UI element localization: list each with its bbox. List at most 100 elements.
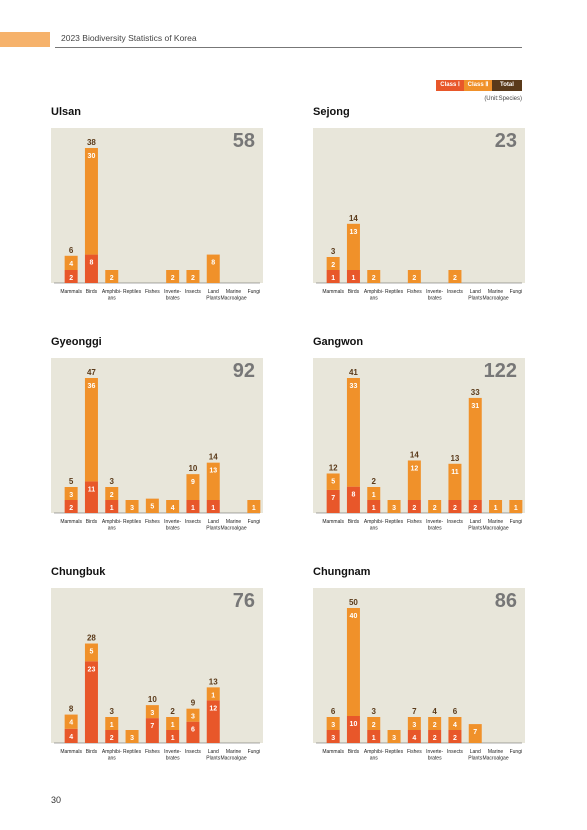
chart-chungnam: Chungnam 86 3 3 6 Mammals 10 40 50 Birds 1 2 3 Amph… bbox=[313, 566, 525, 786]
category-label: Inverte- bbox=[426, 749, 443, 755]
bar-class2 bbox=[186, 474, 200, 500]
bar-class2-label: 2 bbox=[110, 275, 114, 282]
bar-class2 bbox=[84, 378, 98, 482]
bar-total-label: 4 bbox=[432, 707, 437, 716]
category-label: Amphibi- bbox=[364, 749, 384, 755]
bar-class2 bbox=[448, 463, 462, 500]
category-label: brates bbox=[166, 296, 180, 302]
bar-class1 bbox=[468, 500, 482, 513]
bar-class1 bbox=[346, 486, 360, 513]
bar-class2 bbox=[346, 378, 360, 487]
bar-total-label: 3 bbox=[372, 707, 377, 716]
category-label: ans bbox=[370, 756, 379, 762]
category-label: Amphibi- bbox=[364, 519, 384, 525]
category-label: ans bbox=[108, 526, 117, 532]
bar-class2 bbox=[125, 730, 139, 743]
bar-class2-label: 30 bbox=[88, 153, 96, 160]
bar-total-label: 6 bbox=[69, 246, 74, 255]
bar-class1 bbox=[64, 500, 78, 513]
bar-class1-label: 2 bbox=[453, 735, 457, 742]
category-label: Insects bbox=[185, 749, 201, 755]
bar-class2-label: 2 bbox=[433, 722, 437, 729]
bar-class2-label: 1 bbox=[372, 492, 376, 499]
category-label: Reptiles bbox=[123, 289, 142, 295]
category-label: Plants bbox=[468, 756, 482, 762]
region-total: 86 bbox=[494, 590, 517, 612]
bar-class1 bbox=[145, 718, 159, 743]
bar-class2 bbox=[346, 223, 360, 270]
bar-class1-label: 7 bbox=[150, 723, 154, 730]
bar-class2 bbox=[84, 643, 98, 662]
bar-class2-label: 2 bbox=[372, 275, 376, 282]
region-total: 58 bbox=[232, 130, 255, 152]
category-label: Macroalgae bbox=[220, 756, 246, 762]
bar-class1-label: 1 bbox=[171, 735, 175, 742]
bar-total-label: 6 bbox=[331, 707, 336, 716]
category-label: Insects bbox=[447, 749, 463, 755]
bar-class2 bbox=[407, 460, 421, 500]
bar-total-label: 10 bbox=[188, 464, 197, 473]
legend: Class Ⅰ Class Ⅱ Total bbox=[436, 80, 522, 91]
category-label: Mammals bbox=[322, 289, 344, 295]
bar-class2-label: 8 bbox=[211, 260, 215, 267]
category-label: Fungi bbox=[510, 749, 523, 755]
legend-total: Total bbox=[492, 80, 522, 91]
category-label: Marine bbox=[226, 749, 242, 755]
bar-class2-label: 31 bbox=[471, 403, 479, 410]
bar-chart: 448Mammals23528Birds213Amphibi-ans3Repti… bbox=[54, 634, 260, 762]
bar-class2 bbox=[407, 717, 421, 730]
bar-class2 bbox=[145, 705, 159, 719]
category-label: Marine bbox=[488, 519, 504, 525]
bar-total-label: 47 bbox=[87, 368, 96, 377]
category-label: brates bbox=[166, 756, 180, 762]
category-label: Plants bbox=[206, 296, 220, 302]
region-total: 23 bbox=[494, 130, 517, 152]
bar-class2-label: 3 bbox=[392, 505, 396, 512]
category-label: brates bbox=[428, 756, 442, 762]
bar-class2 bbox=[186, 708, 200, 722]
bar-class2-label: 13 bbox=[209, 468, 217, 475]
bar-total-label: 14 bbox=[410, 450, 419, 459]
bar-class2-label: 5 bbox=[150, 504, 154, 511]
bar-class2-label: 1 bbox=[171, 722, 175, 729]
bar-class2-label: 4 bbox=[69, 720, 73, 727]
bar-class1-label: 8 bbox=[89, 260, 93, 267]
bar-class2-label: 36 bbox=[88, 383, 96, 390]
category-label: Land bbox=[470, 519, 481, 525]
bar-class1 bbox=[186, 721, 200, 743]
bar-class2-label: 2 bbox=[372, 722, 376, 729]
category-label: Reptiles bbox=[123, 749, 142, 755]
bar-class1-label: 1 bbox=[110, 505, 114, 512]
bar-class1 bbox=[105, 500, 119, 513]
bar-class2 bbox=[326, 257, 340, 270]
bar-class1-label: 23 bbox=[88, 666, 96, 673]
bar-class1-label: 1 bbox=[351, 275, 355, 282]
bar-class2 bbox=[326, 717, 340, 730]
bar-class1-label: 2 bbox=[473, 505, 477, 512]
bar-class2-label: 2 bbox=[191, 275, 195, 282]
bar-class2 bbox=[84, 148, 98, 255]
bar-class2-label: 1 bbox=[494, 505, 498, 512]
bar-class1-label: 10 bbox=[350, 721, 358, 728]
bar-class2 bbox=[468, 397, 482, 500]
bar-class2-label: 40 bbox=[350, 613, 358, 620]
category-label: Mammals bbox=[60, 749, 82, 755]
bar-class1 bbox=[367, 730, 381, 743]
category-label: Inverte- bbox=[164, 289, 181, 295]
bar-class2-label: 1 bbox=[211, 692, 215, 699]
bar-chart: 1 2 3 Mammals 1 13 14 Birds 2 Amphibi-ans Reptiles… bbox=[316, 214, 522, 302]
chart-gangwon: Gangwon 122 7 5 12 Mammals 8 33 41 Birds 1 1 2 Amph… bbox=[313, 336, 525, 556]
bar-class1 bbox=[367, 500, 381, 513]
bar-class2 bbox=[166, 270, 180, 283]
category-label: ans bbox=[108, 756, 117, 762]
bar-class2-label: 13 bbox=[350, 229, 358, 236]
bar-class2 bbox=[64, 714, 78, 729]
bar-total-label: 3 bbox=[110, 477, 115, 486]
region-title: Gangwon bbox=[313, 336, 364, 348]
bar-class1-label: 2 bbox=[69, 505, 73, 512]
bar-class1 bbox=[407, 500, 421, 513]
category-label: Inverte- bbox=[426, 519, 443, 525]
bar-class2-label: 3 bbox=[191, 714, 195, 721]
region-total: 92 bbox=[232, 360, 255, 382]
bar-class2-label: 1 bbox=[514, 505, 518, 512]
